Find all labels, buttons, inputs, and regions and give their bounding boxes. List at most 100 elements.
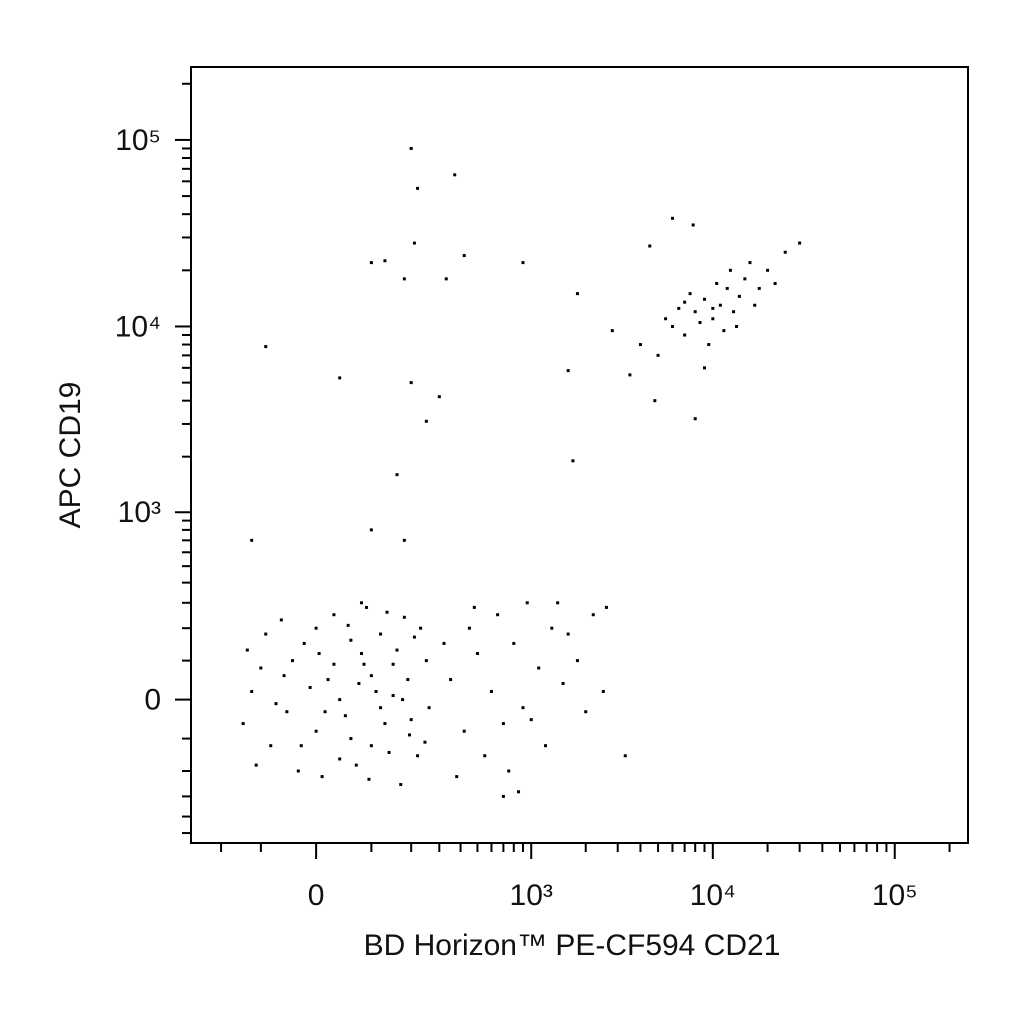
dot — [757, 286, 761, 290]
dot — [409, 146, 413, 150]
dot — [517, 790, 521, 794]
dot — [653, 399, 657, 403]
dot — [722, 329, 726, 333]
dot — [362, 662, 366, 666]
dot — [537, 666, 541, 670]
dot — [419, 626, 423, 630]
dot — [399, 782, 403, 786]
dot — [737, 294, 741, 298]
dot — [550, 626, 554, 630]
dot — [402, 538, 406, 542]
dot — [279, 618, 283, 622]
dot — [359, 601, 363, 605]
dot — [291, 659, 295, 663]
dot — [512, 641, 516, 645]
dot — [349, 737, 353, 741]
dot — [566, 369, 570, 373]
dot — [525, 601, 529, 605]
dot — [556, 601, 560, 605]
dot — [269, 744, 273, 748]
dot — [475, 652, 479, 656]
dot — [285, 710, 289, 714]
dot — [798, 241, 802, 245]
dot — [442, 641, 446, 645]
dot — [354, 763, 358, 767]
dot — [571, 459, 575, 463]
dot — [584, 710, 588, 714]
dot — [365, 605, 369, 609]
dot — [349, 638, 353, 642]
dot — [409, 718, 413, 722]
dot — [575, 292, 579, 296]
dot — [367, 777, 371, 781]
dot — [296, 769, 300, 773]
dot — [496, 613, 500, 617]
dot — [250, 690, 254, 694]
dot — [416, 186, 420, 190]
dot — [332, 662, 336, 666]
dot — [424, 659, 428, 663]
dot — [648, 244, 652, 248]
dot — [374, 690, 378, 694]
dot — [282, 674, 286, 678]
y-tick-label: 10⁴ — [115, 310, 161, 343]
dot — [254, 763, 258, 767]
dot — [489, 690, 493, 694]
dot — [391, 662, 395, 666]
dot — [402, 277, 406, 281]
y-tick-label: 10⁵ — [115, 124, 161, 157]
x-axis-label: BD Horizon™ PE-CF594 CD21 — [364, 929, 781, 962]
dot — [343, 714, 347, 718]
dot — [317, 652, 321, 656]
dot — [401, 698, 405, 702]
dot — [387, 750, 391, 754]
dot — [259, 666, 263, 670]
x-tick-label: 10⁵ — [872, 879, 918, 912]
dot — [408, 733, 412, 737]
dot — [670, 216, 674, 220]
dot — [369, 261, 373, 265]
dot — [245, 648, 249, 652]
dot — [323, 710, 327, 714]
dot — [412, 241, 416, 245]
dot — [601, 690, 605, 694]
dot — [711, 306, 715, 310]
dot — [416, 754, 420, 758]
dot — [691, 223, 695, 227]
dot — [783, 250, 787, 254]
dot — [702, 297, 706, 301]
dot — [521, 706, 525, 710]
dot — [707, 343, 711, 347]
dot — [427, 706, 431, 710]
dot — [591, 613, 595, 617]
dot — [715, 281, 719, 285]
dot — [437, 395, 441, 399]
dot — [467, 626, 471, 630]
dot — [409, 381, 413, 385]
dot — [544, 744, 548, 748]
dot — [379, 632, 383, 636]
dot — [338, 376, 342, 380]
x-tick-label: 0 — [308, 879, 325, 912]
dot — [274, 702, 278, 706]
dot — [735, 324, 739, 328]
dot — [406, 678, 410, 682]
dot — [383, 259, 387, 263]
dot — [395, 473, 399, 477]
dot — [501, 794, 505, 798]
x-tick-label: 10³ — [510, 879, 553, 912]
dot — [670, 324, 674, 328]
dot — [753, 303, 757, 307]
dot — [314, 729, 318, 733]
y-tick-label: 10³ — [118, 496, 161, 529]
dot — [369, 744, 373, 748]
dot — [402, 615, 406, 619]
dot — [718, 303, 722, 307]
dot — [638, 343, 642, 347]
dot — [483, 754, 487, 758]
dot — [264, 345, 268, 349]
dot — [395, 648, 399, 652]
dot — [529, 718, 533, 722]
dot — [688, 292, 692, 296]
